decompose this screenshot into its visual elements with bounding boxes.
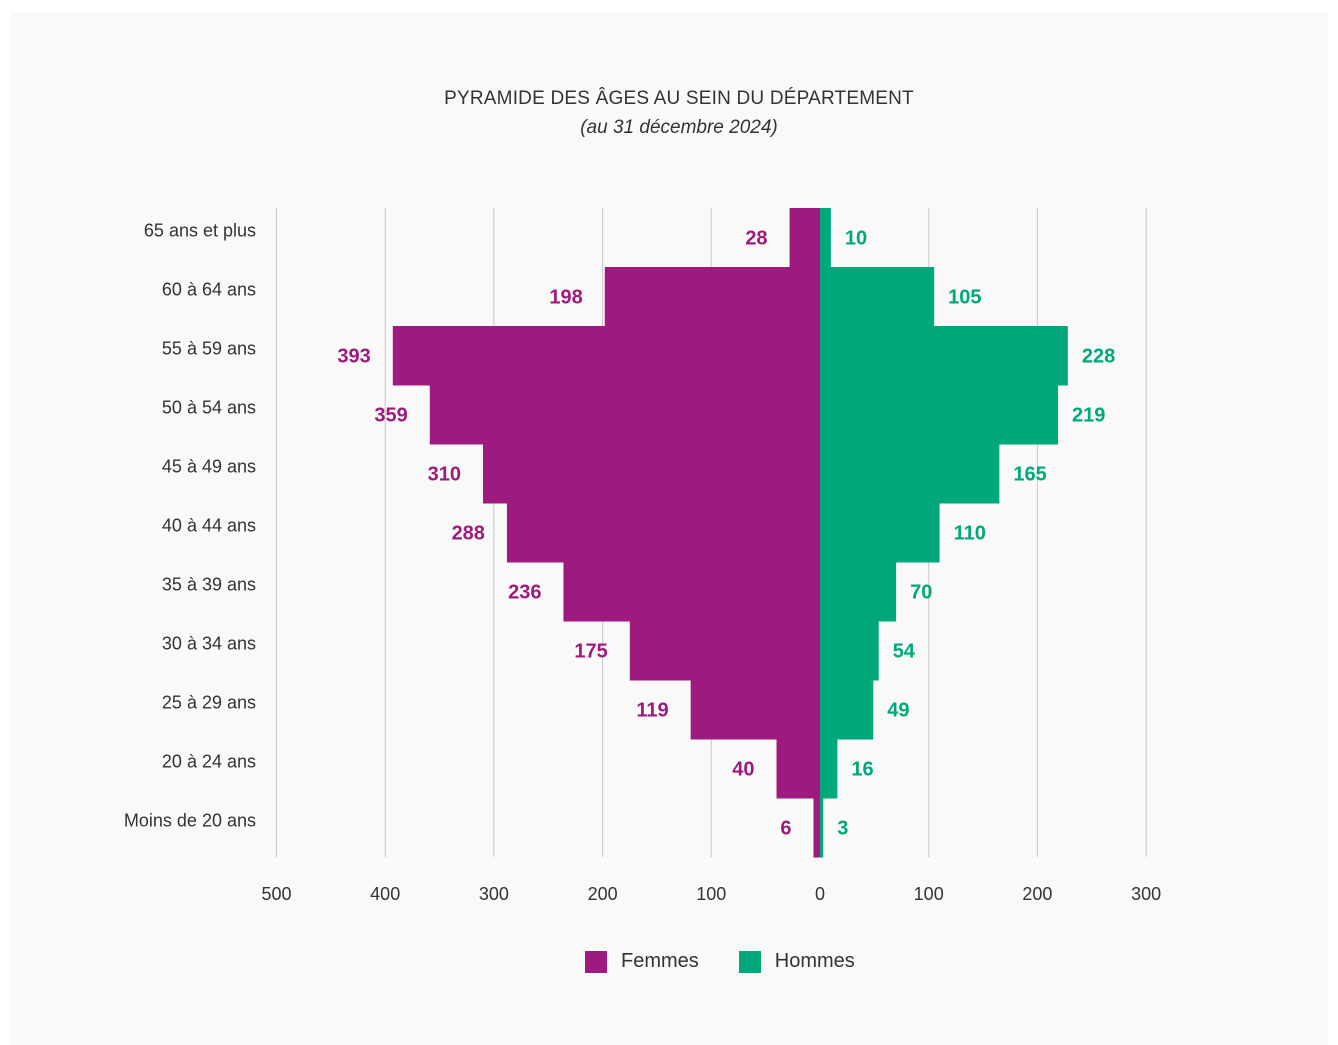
data-label-hommes: 228: [1082, 346, 1115, 368]
data-labels: 28 10 198 105 393 228 359 219 310 165 288 110 236 70 1…: [337, 228, 1115, 840]
category-label: 25 à 29 ans: [162, 693, 256, 713]
bar-femmes: [483, 444, 820, 504]
category-label: 45 à 49 ans: [162, 457, 256, 477]
bar-femmes: [690, 680, 820, 740]
bar-femmes: [392, 326, 820, 386]
legend-swatch-hommes: [738, 950, 761, 973]
data-label-hommes: 16: [851, 759, 873, 781]
data-label-hommes: 10: [845, 228, 867, 250]
x-tick-label: 200: [1022, 884, 1052, 904]
bar-hommes: [820, 385, 1059, 445]
category-label: 20 à 24 ans: [162, 752, 256, 772]
data-label-femmes: 236: [508, 582, 541, 604]
bar-hommes: [820, 621, 879, 681]
category-label: 35 à 39 ans: [162, 575, 256, 595]
bar-femmes: [776, 739, 820, 799]
bar-hommes: [820, 444, 1000, 504]
data-label-hommes: 54: [893, 641, 916, 663]
legend: Femmes Hommes: [585, 950, 895, 973]
legend-label-hommes: Hommes: [774, 950, 855, 972]
data-label-femmes: 198: [549, 287, 582, 309]
x-tick-labels: 500 400 300 200 100 0 100 200 300: [261, 884, 1161, 904]
category-label: 55 à 59 ans: [162, 339, 256, 359]
bar-hommes: [820, 798, 824, 858]
legend-swatch-femmes: [585, 950, 607, 973]
data-label-femmes: 393: [337, 346, 370, 368]
x-tick-label: 300: [1131, 884, 1161, 904]
bar-femmes: [563, 562, 820, 622]
bar-femmes: [604, 267, 820, 327]
bar-hommes: [820, 562, 897, 622]
category-labels: 65 ans et plus 60 à 64 ans 55 à 59 ans 50 à…: [124, 221, 256, 831]
data-label-hommes: 219: [1072, 405, 1105, 427]
data-label-femmes: 359: [374, 405, 407, 427]
data-label-femmes: 288: [452, 523, 485, 545]
data-label-femmes: 28: [745, 228, 767, 250]
chart-title: PYRAMIDE DES ÂGES AU SEIN DU DÉPARTEMENT: [444, 88, 914, 109]
category-label: 65 ans et plus: [144, 221, 256, 241]
x-tick-label: 0: [815, 884, 825, 904]
data-label-hommes: 165: [1013, 464, 1046, 486]
chart-subtitle: (au 31 décembre 2024): [580, 117, 778, 138]
data-label-hommes: 105: [948, 287, 981, 309]
x-tick-label: 500: [261, 884, 291, 904]
data-label-femmes: 40: [732, 759, 754, 781]
category-label: 50 à 54 ans: [162, 398, 256, 418]
legend-label-femmes: Femmes: [621, 950, 699, 972]
bar-femmes: [506, 503, 820, 563]
data-label-hommes: 110: [954, 523, 986, 545]
data-label-femmes: 119: [636, 700, 668, 722]
data-label-hommes: 70: [910, 582, 932, 604]
x-tick-label: 400: [370, 884, 400, 904]
bar-hommes: [820, 326, 1068, 386]
x-tick-label: 300: [479, 884, 509, 904]
category-label: 40 à 44 ans: [162, 516, 256, 536]
bar-hommes: [820, 739, 838, 799]
category-label: Moins de 20 ans: [124, 811, 256, 831]
data-label-hommes: 3: [837, 818, 848, 840]
bar-femmes: [429, 385, 820, 445]
bars: [392, 208, 1068, 858]
x-tick-label: 100: [914, 884, 944, 904]
data-label-femmes: 310: [428, 464, 461, 486]
bar-femmes: [813, 798, 820, 858]
bar-femmes: [629, 621, 820, 681]
data-label-femmes: 175: [574, 641, 607, 663]
bar-hommes: [820, 680, 874, 740]
data-label-hommes: 49: [887, 700, 909, 722]
x-tick-label: 200: [588, 884, 618, 904]
legend-item-hommes: Hommes: [738, 950, 855, 973]
bar-hommes: [820, 503, 940, 563]
x-tick-label: 100: [696, 884, 726, 904]
category-label: 30 à 34 ans: [162, 634, 256, 654]
bar-hommes: [820, 267, 935, 327]
bar-hommes: [820, 208, 831, 268]
legend-item-femmes: Femmes: [585, 950, 699, 973]
bar-femmes: [789, 208, 820, 268]
data-label-femmes: 6: [780, 818, 791, 840]
category-label: 60 à 64 ans: [162, 280, 256, 300]
